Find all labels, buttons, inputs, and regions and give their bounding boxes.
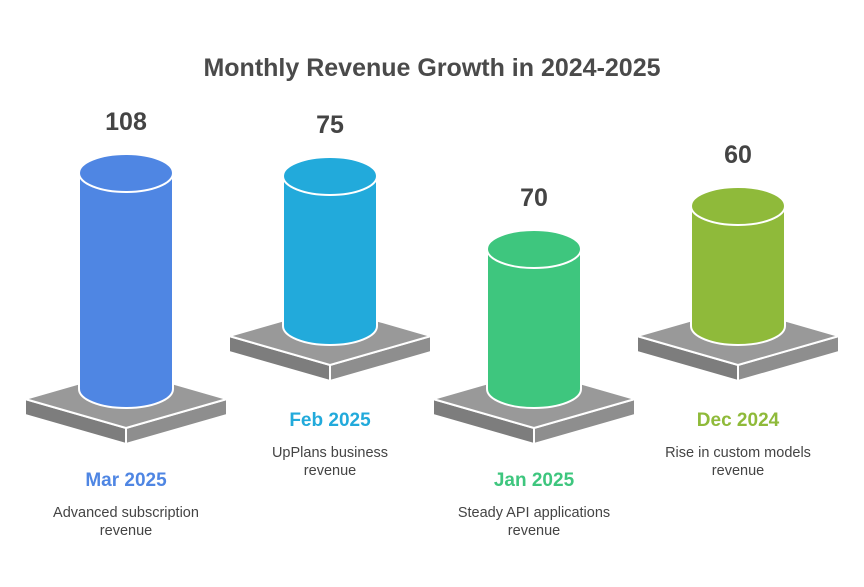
description-line: revenue bbox=[508, 523, 560, 539]
bar-group: 60 Dec 2024 Rise in custom models revenue bbox=[633, 141, 843, 479]
bar-group: 75 Feb 2025 UpPlans business revenue bbox=[225, 111, 435, 479]
description-label: Steady API applications revenue bbox=[458, 505, 610, 539]
value-label: 60 bbox=[724, 141, 752, 169]
bar bbox=[690, 205, 786, 346]
description-line: Steady API applications bbox=[458, 505, 610, 521]
category-label: Mar 2025 bbox=[85, 470, 167, 491]
bar bbox=[486, 248, 582, 409]
bar-group: 108 Mar 2025 Advanced subscription revenue bbox=[21, 108, 231, 539]
bar-top-cap bbox=[690, 186, 786, 226]
bar-top-cap bbox=[282, 156, 378, 196]
value-label: 75 bbox=[316, 111, 344, 139]
description-label: UpPlans business revenue bbox=[272, 445, 388, 479]
category-label: Dec 2024 bbox=[697, 410, 780, 431]
bar-group: 70 Jan 2025 Steady API applications revenue bbox=[429, 184, 639, 539]
value-label: 108 bbox=[105, 108, 147, 136]
description-line: revenue bbox=[304, 463, 356, 479]
description-line: Advanced subscription bbox=[53, 505, 199, 521]
value-label: 70 bbox=[520, 184, 548, 212]
bar-top-cap bbox=[486, 229, 582, 269]
description-line: revenue bbox=[100, 523, 152, 539]
description-line: Rise in custom models bbox=[665, 445, 811, 461]
description-line: revenue bbox=[712, 463, 764, 479]
category-label: Feb 2025 bbox=[289, 410, 371, 431]
description-label: Advanced subscription revenue bbox=[53, 505, 199, 539]
chart-title: Monthly Revenue Growth in 2024-2025 bbox=[203, 54, 660, 82]
bar bbox=[282, 175, 378, 346]
category-label: Jan 2025 bbox=[494, 470, 575, 491]
bar-top-cap bbox=[78, 153, 174, 193]
bar bbox=[78, 172, 174, 409]
description-label: Rise in custom models revenue bbox=[665, 445, 811, 479]
description-line: UpPlans business bbox=[272, 445, 388, 461]
